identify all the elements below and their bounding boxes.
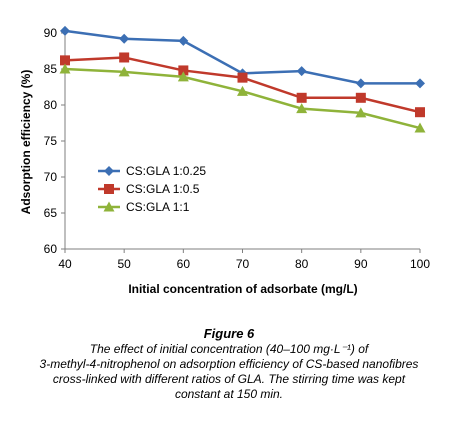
- data-point: [178, 65, 189, 76]
- y-tick-label: 80: [44, 98, 58, 112]
- chart-axes: [64, 33, 420, 250]
- data-point: [118, 66, 130, 77]
- data-point: [355, 78, 366, 89]
- legend-label: CS:GLA 1:0.25: [126, 164, 206, 178]
- data-point: [355, 107, 367, 118]
- series-line: [64, 56, 421, 114]
- data-point: [415, 78, 425, 89]
- data-point: [296, 66, 307, 77]
- x-tick-label: 70: [236, 257, 250, 271]
- data-point: [237, 85, 248, 96]
- legend-label: CS:GLA 1:0.5: [126, 182, 200, 196]
- figure-caption-line: constant at 150 min.: [174, 387, 284, 401]
- figure-caption-line: 3-methyl-4-nitrophenol on adsorption eff…: [39, 357, 419, 371]
- x-tick-label: 60: [177, 257, 191, 271]
- x-tick-label: 90: [354, 257, 368, 271]
- data-point: [415, 107, 425, 118]
- legend-marker: [103, 201, 115, 212]
- data-point: [60, 25, 70, 36]
- legend-item: CS:GLA 1:1: [98, 200, 190, 214]
- data-point: [119, 33, 130, 44]
- y-tick-label: 70: [44, 170, 58, 184]
- x-tick-label: 80: [295, 257, 309, 271]
- chart-series: [59, 25, 426, 133]
- data-point: [177, 71, 189, 82]
- x-axis-title: Initial concentration of adsorbate (mg/L…: [128, 282, 357, 296]
- data-point: [296, 103, 308, 114]
- y-tick-label: 90: [44, 26, 58, 40]
- x-tick-label: 50: [117, 257, 131, 271]
- chart-ticks: 60 65 70 75 80 85 90 40 50 60 70 80 90 100: [44, 26, 431, 271]
- legend-marker: [104, 166, 114, 176]
- figure-caption-title: Figure 6: [203, 326, 255, 341]
- chart-legend: CS:GLA 1:0.25 CS:GLA 1:0.5 CS:GLA 1:1: [98, 164, 206, 214]
- x-tick-label: 40: [58, 257, 72, 271]
- series-2: [60, 52, 425, 118]
- series-3: [59, 63, 426, 133]
- data-point: [296, 92, 307, 103]
- data-point: [414, 122, 426, 133]
- data-point: [59, 63, 71, 74]
- legend-item: CS:GLA 1:0.25: [98, 164, 206, 178]
- legend-item: CS:GLA 1:0.5: [98, 182, 200, 196]
- figure-caption-line: The effect of initial concentration (40–…: [89, 342, 369, 356]
- data-point: [60, 55, 70, 66]
- data-point: [237, 72, 248, 83]
- x-tick-label: 100: [410, 257, 430, 271]
- line-chart: 60 65 70 75 80 85 90 40 50 60 70 80 90 100 CS:GLA 1:0…: [19, 25, 431, 296]
- figure-caption-line: cross-linked with different ratios of GL…: [52, 372, 406, 386]
- data-point: [119, 52, 130, 63]
- y-tick-label: 60: [44, 242, 58, 256]
- legend-marker: [104, 184, 114, 194]
- y-axis-title: Adsorption efficiency (%): [19, 70, 33, 215]
- y-tick-label: 85: [44, 62, 58, 76]
- data-point: [355, 92, 366, 103]
- y-tick-label: 75: [44, 134, 58, 148]
- data-point: [178, 35, 189, 46]
- legend-label: CS:GLA 1:1: [126, 200, 190, 214]
- y-tick-label: 65: [44, 206, 58, 220]
